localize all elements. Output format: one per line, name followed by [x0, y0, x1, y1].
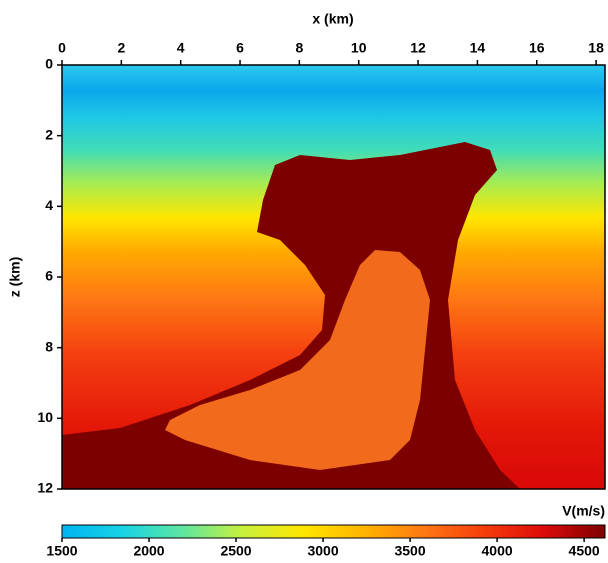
chart: x (km) z (km) V(m/s) 0 2 4 6 8 10 12 14 16 18 0 2 4 6… — [0, 0, 608, 563]
x-tick-label: 18 — [588, 40, 604, 56]
velocity-field — [62, 65, 605, 489]
y-tick-label: 12 — [37, 480, 53, 496]
x-tick-label: 12 — [410, 40, 426, 56]
x-tick-label: 16 — [529, 40, 545, 56]
colorbar-label: V(m/s) — [562, 503, 605, 519]
x-tick-label: 14 — [470, 40, 486, 56]
colorbar-tick-label: 4500 — [569, 543, 600, 559]
y-tick-label: 6 — [45, 268, 53, 284]
colorbar-tick-label: 2500 — [220, 543, 251, 559]
y-tick-label: 2 — [45, 126, 53, 142]
x-tick-label: 2 — [117, 40, 125, 56]
colorbar — [62, 525, 605, 538]
colorbar-tick-label: 2000 — [133, 543, 164, 559]
y-tick-label: 10 — [37, 409, 53, 425]
colorbar-tick-label: 3500 — [394, 543, 425, 559]
y-axis-label: z (km) — [7, 257, 23, 297]
x-tick-label: 10 — [351, 40, 367, 56]
x-axis-label: x (km) — [312, 11, 353, 27]
x-tick-label: 8 — [295, 40, 303, 56]
y-tick-label: 8 — [45, 338, 53, 354]
y-tick-label: 0 — [45, 56, 53, 72]
x-tick-label: 0 — [58, 40, 66, 56]
y-tick-label: 4 — [45, 197, 53, 213]
colorbar-tick-label: 1500 — [46, 543, 77, 559]
colorbar-tick-label: 4000 — [482, 543, 513, 559]
colorbar-tick-label: 3000 — [307, 543, 338, 559]
x-tick-label: 6 — [236, 40, 244, 56]
x-tick-label: 4 — [177, 40, 185, 56]
